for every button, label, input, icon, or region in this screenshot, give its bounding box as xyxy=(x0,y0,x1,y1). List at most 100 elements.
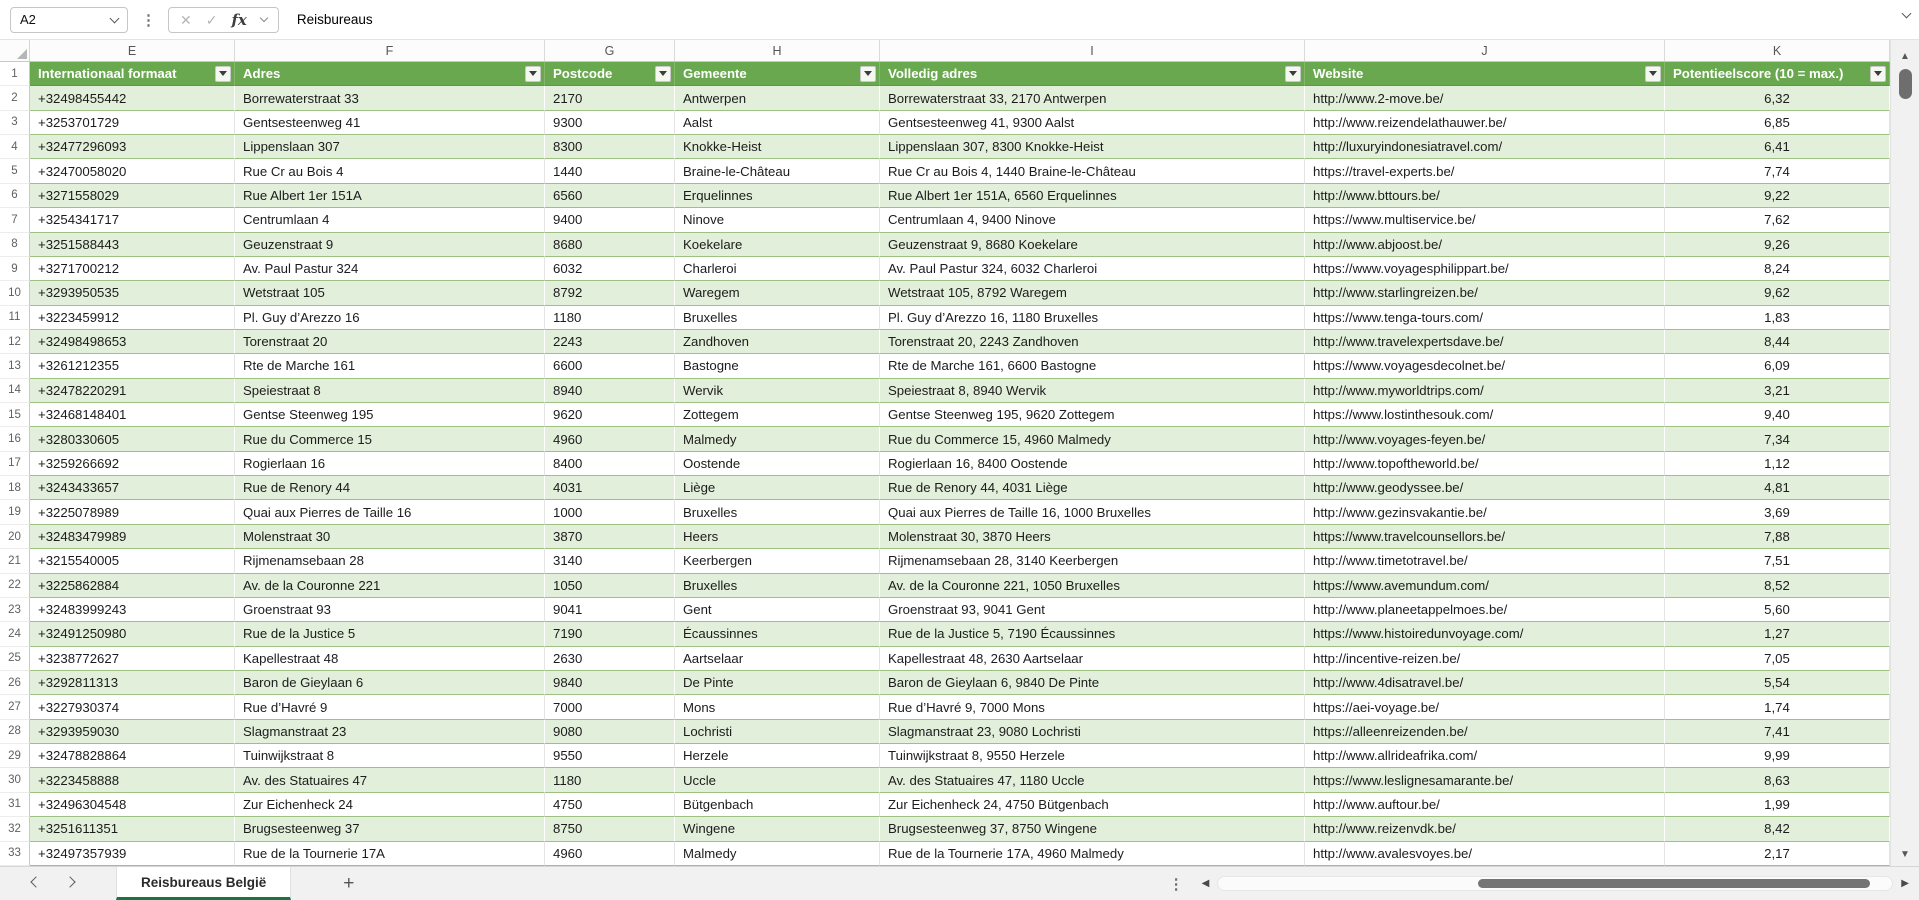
header-cell-H[interactable]: Gemeente xyxy=(675,62,880,87)
cell[interactable]: 7,41 xyxy=(1665,719,1890,745)
row-number[interactable]: 24 xyxy=(0,622,30,647)
cell[interactable]: 6032 xyxy=(545,256,675,282)
cell[interactable]: 7000 xyxy=(545,695,675,720)
cell[interactable]: 9041 xyxy=(545,597,675,623)
cell[interactable]: http://www.2-move.be/ xyxy=(1305,86,1665,111)
cell[interactable]: http://www.bttours.be/ xyxy=(1305,183,1665,209)
cell[interactable]: Rue d’Havré 9, 7000 Mons xyxy=(880,695,1305,720)
cell[interactable]: Zandhoven xyxy=(675,329,880,355)
cell[interactable]: 9550 xyxy=(545,744,675,769)
row-number[interactable]: 31 xyxy=(0,792,30,818)
cell[interactable]: Geuzenstraat 9 xyxy=(235,232,545,257)
cell[interactable]: +3251588443 xyxy=(30,232,235,257)
header-cell-G[interactable]: Postcode xyxy=(545,62,675,87)
cell[interactable]: http://www.allrideafrika.com/ xyxy=(1305,744,1665,769)
cell[interactable]: +3215540005 xyxy=(30,549,235,574)
more-vertical-icon[interactable]: ⋮ xyxy=(141,11,156,29)
cell[interactable]: Knokke-Heist xyxy=(675,135,880,160)
cell[interactable]: +32483479989 xyxy=(30,524,235,550)
cell[interactable]: 6,09 xyxy=(1665,354,1890,379)
cell[interactable]: Erquelinnes xyxy=(675,183,880,209)
cell[interactable]: Pl. Guy d’Arezzo 16 xyxy=(235,305,545,330)
cell[interactable]: Rue de la Tournerie 17A, 4960 Malmedy xyxy=(880,841,1305,866)
row-number[interactable]: 33 xyxy=(0,841,30,866)
row-number[interactable]: 15 xyxy=(0,403,30,428)
cell[interactable]: 4031 xyxy=(545,476,675,501)
cell[interactable]: Quai aux Pierres de Taille 16, 1000 Brux… xyxy=(880,500,1305,525)
cell[interactable]: Av. des Statuaires 47 xyxy=(235,768,545,793)
row-number[interactable]: 2 xyxy=(0,86,30,111)
cell[interactable]: 1000 xyxy=(545,500,675,525)
cell[interactable]: +3293950535 xyxy=(30,281,235,306)
cell[interactable]: +3292811313 xyxy=(30,670,235,696)
more-vertical-icon[interactable]: ⋮ xyxy=(1168,875,1184,893)
cell[interactable]: +3261212355 xyxy=(30,354,235,379)
cell[interactable]: +3223459912 xyxy=(30,305,235,330)
cell[interactable]: Torenstraat 20 xyxy=(235,329,545,355)
cell[interactable]: Brugsesteenweg 37 xyxy=(235,817,545,842)
cell[interactable]: 1,83 xyxy=(1665,305,1890,330)
cell[interactable]: 6,41 xyxy=(1665,135,1890,160)
cell[interactable]: 8680 xyxy=(545,232,675,257)
cell[interactable]: 9840 xyxy=(545,670,675,696)
column-letter-I[interactable]: I xyxy=(880,40,1305,61)
filter-button-I[interactable] xyxy=(1285,65,1301,82)
column-letter-J[interactable]: J xyxy=(1305,40,1665,61)
cell[interactable]: De Pinte xyxy=(675,670,880,696)
cell[interactable]: http://www.starlingreizen.be/ xyxy=(1305,281,1665,306)
row-number[interactable]: 9 xyxy=(0,256,30,282)
row-number[interactable]: 7 xyxy=(0,208,30,233)
filter-button-E[interactable] xyxy=(215,65,231,82)
cell[interactable]: Herzele xyxy=(675,744,880,769)
cell[interactable]: https://www.avemundum.com/ xyxy=(1305,573,1665,598)
cell[interactable]: Waregem xyxy=(675,281,880,306)
cell[interactable]: 9,99 xyxy=(1665,744,1890,769)
header-cell-I[interactable]: Volledig adres xyxy=(880,62,1305,87)
cell[interactable]: Av. Paul Pastur 324, 6032 Charleroi xyxy=(880,256,1305,282)
cell[interactable]: Keerbergen xyxy=(675,549,880,574)
cell[interactable]: Pl. Guy d’Arezzo 16, 1180 Bruxelles xyxy=(880,305,1305,330)
cell[interactable]: 7,88 xyxy=(1665,524,1890,550)
row-number[interactable]: 14 xyxy=(0,378,30,404)
scroll-up-icon[interactable]: ▲ xyxy=(1900,51,1910,62)
row-number[interactable]: 17 xyxy=(0,451,30,477)
cell[interactable]: 6,85 xyxy=(1665,110,1890,136)
confirm-icon[interactable]: ✓ xyxy=(205,11,218,28)
cell[interactable]: Tuinwijkstraat 8, 9550 Herzele xyxy=(880,744,1305,769)
cell[interactable]: Bütgenbach xyxy=(675,792,880,818)
cell[interactable]: Bruxelles xyxy=(675,573,880,598)
cell[interactable]: Kapellestraat 48 xyxy=(235,646,545,671)
cell[interactable]: +32497357939 xyxy=(30,841,235,866)
row-number[interactable]: 19 xyxy=(0,500,30,525)
header-cell-K[interactable]: Potentieelscore (10 = max.) xyxy=(1665,62,1890,87)
cell[interactable]: +32483999243 xyxy=(30,597,235,623)
cell[interactable]: 4750 xyxy=(545,792,675,818)
cell[interactable]: https://www.lostinthesouk.com/ xyxy=(1305,403,1665,428)
cell[interactable]: Wetstraat 105 xyxy=(235,281,545,306)
cell[interactable]: Mons xyxy=(675,695,880,720)
cell[interactable]: 1180 xyxy=(545,305,675,330)
row-number[interactable]: 26 xyxy=(0,670,30,696)
cell[interactable]: 6560 xyxy=(545,183,675,209)
cell[interactable]: 4960 xyxy=(545,841,675,866)
cell[interactable]: Rue de la Justice 5, 7190 Écaussinnes xyxy=(880,622,1305,647)
row-number[interactable]: 21 xyxy=(0,549,30,574)
filter-button-F[interactable] xyxy=(525,65,541,82)
row-number[interactable]: 30 xyxy=(0,768,30,793)
cell[interactable]: Speiestraat 8 xyxy=(235,378,545,404)
cell[interactable]: Brugsesteenweg 37, 8750 Wingene xyxy=(880,817,1305,842)
cell[interactable]: +3293959030 xyxy=(30,719,235,745)
cell[interactable]: Bastogne xyxy=(675,354,880,379)
cell[interactable]: Kapellestraat 48, 2630 Aartselaar xyxy=(880,646,1305,671)
row-number[interactable]: 28 xyxy=(0,719,30,745)
formula-input[interactable]: Reisbureaus xyxy=(296,12,373,27)
cell[interactable]: +32478220291 xyxy=(30,378,235,404)
cell[interactable]: +3223458888 xyxy=(30,768,235,793)
cell[interactable]: 5,54 xyxy=(1665,670,1890,696)
next-sheet-icon[interactable] xyxy=(64,876,76,888)
row-number[interactable]: 32 xyxy=(0,817,30,842)
cell[interactable]: Lochristi xyxy=(675,719,880,745)
cell[interactable]: Groenstraat 93 xyxy=(235,597,545,623)
cell[interactable]: 9080 xyxy=(545,719,675,745)
cell[interactable]: 9,22 xyxy=(1665,183,1890,209)
